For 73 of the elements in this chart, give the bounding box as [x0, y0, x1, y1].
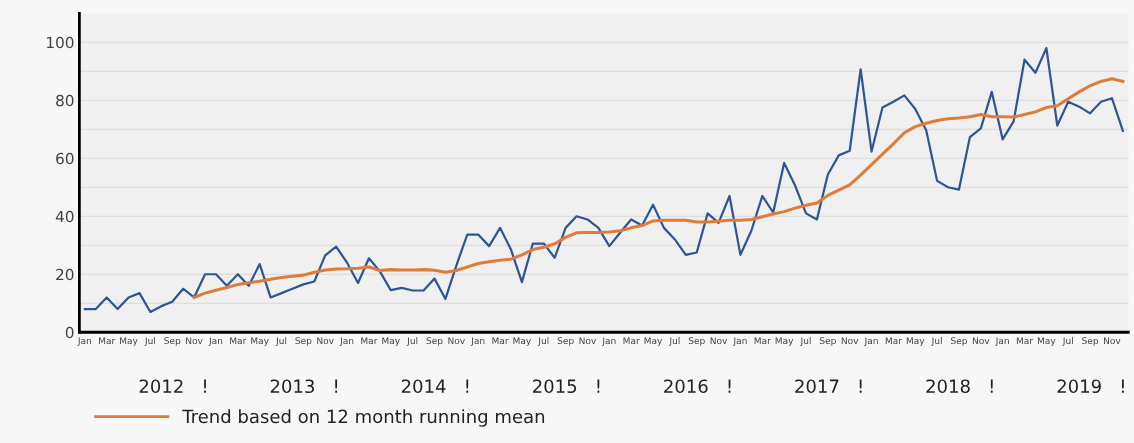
x-tick-label: Nov [841, 337, 859, 345]
text: 2018 [926, 379, 970, 394]
text: ! [597, 379, 600, 393]
y-tick-label: 100 [47, 36, 74, 49]
x-tick-label: May [251, 337, 269, 346]
x-tick-label: Sep [819, 337, 836, 346]
x-tick-label: Jul [275, 337, 287, 346]
x-tick-label: May [382, 337, 400, 346]
legend-label: Trend based on 12 month running mean [182, 409, 545, 427]
x-tick-label: Jul [931, 337, 942, 346]
text: ! [859, 379, 862, 393]
x-tick-label: Sep [426, 337, 443, 346]
text: ! [990, 379, 993, 393]
x-tick-label: Mar [885, 337, 902, 345]
y-tick-label: 20 [56, 268, 74, 281]
text: 2016 [664, 379, 708, 394]
x-tick-label: Mar [623, 337, 640, 345]
x-tick-label: May [906, 337, 925, 346]
y-tick-label: 40 [55, 210, 74, 223]
x-tick-label: Jul [800, 337, 811, 346]
y-tick-label: 0 [65, 326, 74, 339]
x-tick-label: Jan [601, 337, 616, 346]
text: ! [466, 379, 469, 393]
text: 2012 [139, 379, 183, 394]
x-tick-label: Sep [951, 337, 967, 346]
x-tick-label: Jan [208, 337, 223, 346]
x-tick-label: Jul [406, 337, 418, 346]
text: 2015 [533, 379, 577, 394]
x-tick-label: Sep [164, 337, 181, 346]
y-tick-label: 80 [56, 94, 74, 107]
x-tick-label: May [513, 337, 531, 346]
x-tick-label: May [120, 337, 138, 346]
x-tick-label: Nov [972, 337, 990, 345]
text: 2019 [1057, 379, 1101, 394]
x-tick-label: Mar [754, 337, 771, 345]
text: ! [204, 379, 206, 393]
text: 2017 [795, 379, 839, 394]
x-tick-label: Mar [230, 337, 247, 345]
x-tick-label: Nov [710, 337, 728, 345]
text: ! [728, 379, 731, 393]
x-tick-label: Nov [186, 337, 203, 345]
text: 2014 [401, 379, 446, 394]
x-tick-label: Jul [668, 337, 680, 346]
x-tick-label: May [1037, 337, 1056, 346]
line-series [83, 46, 1124, 314]
x-tick-label: May [775, 337, 794, 346]
x-tick-label: Sep [557, 337, 574, 346]
x-tick-label: Jul [537, 337, 549, 346]
x-tick-label: Jan [339, 337, 354, 346]
x-tick-label: Nov [448, 337, 465, 345]
x-tick-label: Mar [361, 337, 378, 345]
x-tick-label: Jul [1062, 337, 1073, 346]
x-tick-label: Mar [99, 337, 116, 345]
x-tick-label: Mar [1016, 337, 1034, 345]
x-tick-label: Sep [295, 337, 312, 346]
x-tick-label: Jul [144, 337, 155, 346]
x-tick-label: Jan [470, 337, 485, 346]
x-tick-label: Nov [579, 337, 597, 345]
line-series [192, 77, 1125, 299]
x-tick-label: Nov [1104, 337, 1121, 345]
y-tick-label: 60 [56, 152, 74, 165]
x-tick-label: Jan [995, 337, 1009, 346]
x-tick-label: Nov [317, 337, 334, 345]
x-tick-label: Jan [77, 337, 92, 346]
text: ! [1121, 379, 1124, 393]
x-tick-label: Mar [492, 337, 509, 345]
x-tick-label: Sep [688, 337, 705, 346]
x-tick-label: Jan [733, 337, 747, 346]
text: ! [335, 379, 338, 393]
x-tick-label: Sep [1082, 337, 1099, 346]
text: 2013 [270, 379, 314, 394]
x-tick-label: May [644, 337, 663, 346]
x-tick-label: Jan [864, 337, 878, 346]
